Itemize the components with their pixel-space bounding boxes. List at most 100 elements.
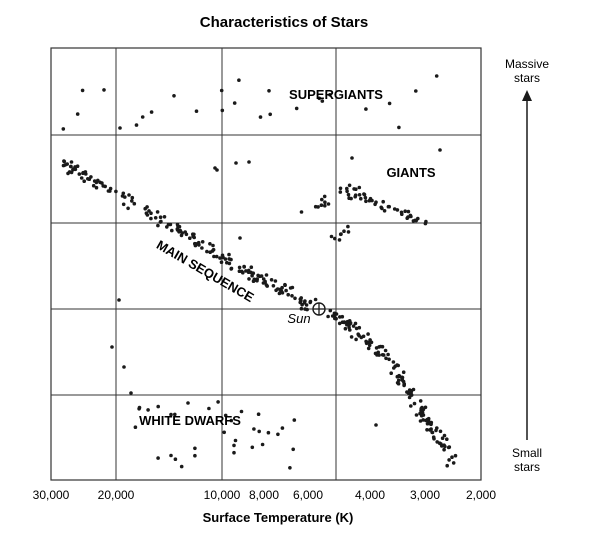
- star-point: [339, 232, 343, 236]
- star-point: [256, 273, 260, 278]
- star-point: [234, 161, 238, 165]
- star-point: [425, 428, 429, 432]
- star-point: [273, 279, 278, 283]
- star-point: [194, 109, 199, 113]
- star-point: [381, 199, 386, 204]
- x-axis-label: Surface Temperature (K): [203, 510, 354, 525]
- star-point: [232, 443, 236, 448]
- star-point: [397, 125, 401, 130]
- star-point: [280, 291, 285, 295]
- star-point: [220, 108, 225, 113]
- star-point: [418, 419, 423, 423]
- star-point: [338, 186, 343, 191]
- sun-label: Sun: [287, 311, 310, 326]
- star-point: [320, 99, 325, 103]
- star-point: [401, 370, 406, 375]
- star-point: [431, 435, 436, 440]
- star-point: [424, 219, 428, 224]
- star-point: [232, 101, 237, 105]
- small-stars-label-line1: Small: [512, 446, 542, 460]
- star-point: [249, 265, 254, 270]
- star-point: [298, 297, 303, 302]
- star-point: [405, 216, 410, 220]
- star-point: [108, 186, 113, 191]
- star-point: [132, 201, 137, 206]
- star-point: [223, 413, 228, 418]
- star-point: [214, 254, 219, 259]
- star-point: [323, 203, 327, 208]
- star-point: [159, 219, 163, 224]
- star-point: [218, 256, 222, 260]
- star-point: [357, 325, 362, 330]
- star-point: [351, 324, 356, 328]
- star-point: [317, 96, 322, 101]
- star-point: [264, 273, 269, 277]
- star-point: [369, 340, 374, 345]
- sun-marker: [312, 302, 326, 316]
- star-point: [237, 78, 241, 82]
- star-point: [121, 202, 126, 207]
- massive-stars-label-line2: stars: [514, 71, 540, 85]
- x-tick-label: 4,000: [355, 488, 385, 502]
- star-point: [322, 194, 327, 199]
- star-point: [256, 412, 261, 417]
- star-point: [101, 184, 105, 188]
- star-point: [114, 189, 118, 194]
- star-points: [61, 74, 458, 470]
- star-point: [62, 159, 66, 163]
- star-point: [212, 254, 216, 259]
- star-point: [145, 213, 150, 217]
- star-point: [140, 115, 145, 119]
- star-point: [411, 219, 416, 223]
- star-point: [395, 208, 400, 212]
- star-point: [149, 110, 154, 114]
- star-point: [102, 88, 106, 92]
- star-point: [354, 337, 358, 342]
- star-point: [284, 288, 288, 293]
- star-point: [407, 395, 412, 400]
- star-point: [117, 298, 121, 302]
- star-point: [169, 453, 173, 458]
- star-point: [133, 425, 138, 430]
- star-point: [221, 255, 225, 260]
- star-point: [118, 126, 122, 130]
- star-point: [338, 190, 343, 194]
- star-point: [380, 353, 385, 357]
- star-point: [396, 363, 401, 368]
- star-point: [294, 106, 299, 111]
- region-label-white-dwarfs: WHITE DWARFS: [139, 413, 241, 428]
- star-point: [403, 209, 408, 213]
- star-point: [75, 164, 80, 168]
- star-point: [91, 183, 96, 188]
- star-point: [366, 332, 370, 336]
- star-point: [363, 195, 368, 200]
- star-point: [391, 360, 396, 364]
- star-point: [346, 230, 351, 234]
- star-point: [225, 260, 229, 265]
- star-point: [354, 326, 359, 331]
- star-point: [367, 198, 372, 203]
- star-point: [271, 284, 276, 288]
- star-point: [229, 418, 234, 423]
- star-point: [210, 249, 215, 253]
- star-point: [328, 93, 332, 97]
- star-point: [414, 413, 419, 417]
- star-point: [80, 88, 85, 93]
- star-point: [219, 88, 224, 93]
- star-point: [232, 450, 236, 455]
- star-point: [73, 167, 78, 172]
- star-point: [193, 446, 197, 451]
- star-point: [451, 461, 456, 465]
- star-point: [373, 202, 377, 207]
- star-point: [130, 195, 135, 200]
- star-point: [290, 285, 295, 290]
- star-point: [237, 265, 242, 270]
- star-point: [428, 422, 433, 426]
- star-point: [346, 192, 351, 197]
- star-point: [419, 413, 424, 418]
- star-point: [200, 246, 204, 250]
- star-point: [200, 240, 205, 244]
- star-point: [401, 379, 406, 384]
- star-point: [345, 189, 349, 194]
- star-point: [247, 160, 251, 164]
